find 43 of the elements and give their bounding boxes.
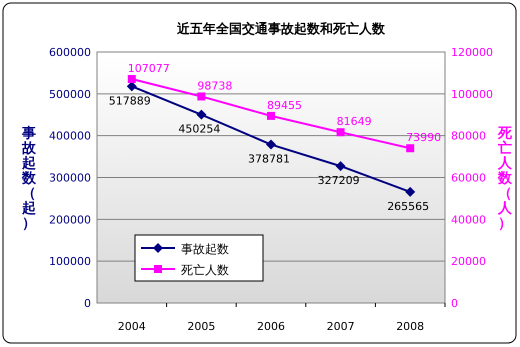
point <box>128 75 136 84</box>
x-tick-label: 2004 <box>118 320 146 333</box>
y-tick-label: 100000 <box>49 255 91 268</box>
point <box>266 140 276 150</box>
y2-tick-label: 80000 <box>451 130 486 143</box>
point <box>336 161 346 172</box>
x-tick-label: 2005 <box>187 320 216 333</box>
y-tick-label: 0 <box>84 297 91 310</box>
y2-tick-label: 120000 <box>451 46 493 59</box>
x-tick-label: 2006 <box>257 320 285 333</box>
y2-tick-label: 20000 <box>451 255 486 268</box>
y2-tick-label: 100000 <box>451 88 493 101</box>
data-label: 265565 <box>387 200 430 213</box>
legend-label: 死亡人数 <box>181 263 229 277</box>
legend-label: 事故起数 <box>181 242 229 256</box>
y-tick-label: 500000 <box>49 88 91 101</box>
chart-title: 近五年全国交通事故起数和死亡人数 <box>176 21 386 37</box>
y-tick-label: 600000 <box>49 46 91 59</box>
data-label: 98738 <box>197 79 232 92</box>
data-label: 73990 <box>406 131 442 144</box>
x-tick-label: 2008 <box>396 320 424 333</box>
y-tick-label: 400000 <box>49 130 91 143</box>
y-tick-label: 300000 <box>49 172 91 184</box>
y2-tick-label: 40000 <box>451 213 486 226</box>
data-label: 378781 <box>248 152 290 166</box>
data-label: 81649 <box>336 115 372 128</box>
y-axis-title: 事故起数（起） <box>21 126 37 232</box>
point <box>197 92 206 100</box>
data-label: 89455 <box>267 98 302 112</box>
y-tick-label: 200000 <box>49 213 91 226</box>
y2-axis-title: 死亡人数（人） <box>497 126 513 232</box>
x-tick-label: 2007 <box>326 320 355 333</box>
y2-tick-label: 0 <box>451 297 458 310</box>
point <box>336 128 345 136</box>
point <box>196 110 206 120</box>
data-label: 327209 <box>318 174 360 188</box>
data-label: 450254 <box>178 122 220 136</box>
data-label: 107077 <box>128 62 170 76</box>
data-label: 517889 <box>108 94 151 108</box>
point <box>267 112 275 120</box>
point <box>405 186 416 197</box>
y2-tick-label: 60000 <box>451 172 486 184</box>
point <box>406 144 414 152</box>
